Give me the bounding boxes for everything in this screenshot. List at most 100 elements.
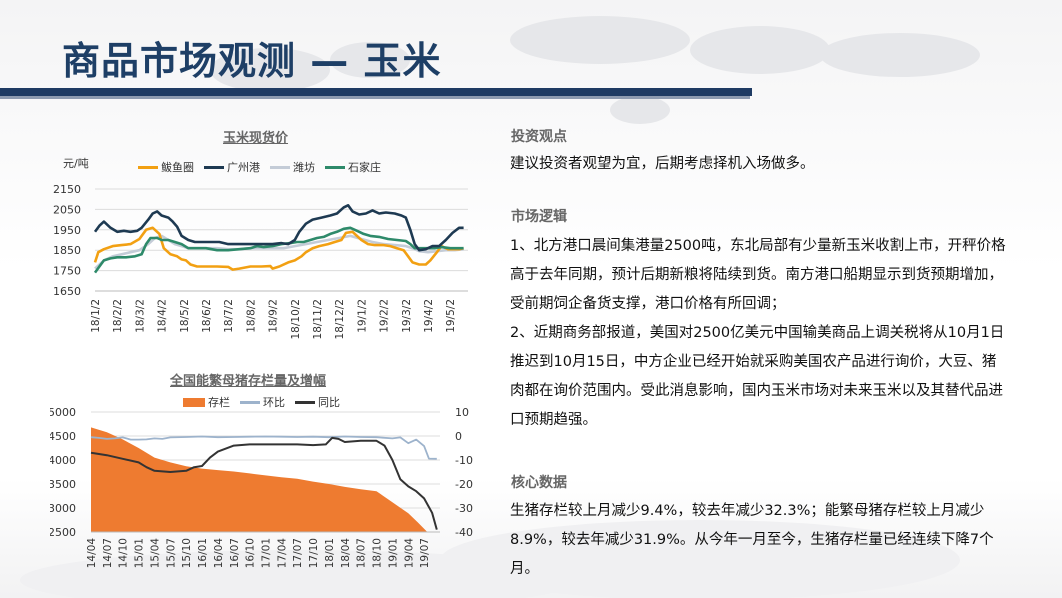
legend-swatch — [138, 165, 158, 169]
chart2-x-tick-label: 19/01 — [387, 538, 399, 568]
chart1-series-line-1 — [93, 226, 464, 271]
legend-label: 潍坊 — [293, 161, 315, 174]
legend-swatch — [325, 165, 345, 169]
chart1-x-tick-label: 18/7/2 — [223, 299, 235, 333]
legend-label: 鲅鱼圈 — [161, 161, 194, 174]
legend-item: 鲅鱼圈 — [138, 159, 194, 175]
legend-item: 石家庄 — [325, 159, 381, 175]
legend-swatch — [240, 400, 260, 404]
chart2-y-left-tick-label: 3000 — [50, 502, 76, 515]
chart2-x-tick-label: 17/01 — [261, 538, 273, 568]
core-data-text: 生猪存栏较上月减少9.4%，较去年减少32.3%；能繁母猪存栏较上月减少8.9%… — [510, 503, 994, 577]
chart1-x-tick-label: 18/3/2 — [134, 299, 146, 333]
chart2-x-tick-label: 16/10 — [245, 538, 257, 568]
chart1-y-tick-label: 2050 — [53, 203, 81, 216]
chart1-y-unit: 元/吨 — [63, 157, 89, 170]
chart1-x-tick-label: 18/5/2 — [179, 299, 191, 333]
chart2-y-left-tick-label: 4500 — [50, 430, 76, 443]
chart1-y-tick-label: 1950 — [53, 224, 81, 237]
logic-point-2: 2、近期商务部报道，美国对2500亿美元中国输美商品上调关税将从10月1日推迟到… — [510, 325, 1005, 428]
chart2-x-tick-label: 14/04 — [86, 538, 98, 569]
chart2-title: 全国能繁母猪存栏量及增幅 — [170, 374, 327, 389]
chart2-y-left-tick-label: 4000 — [50, 454, 76, 467]
legend-swatch — [270, 165, 290, 169]
chart1-x-tick-label: 18/4/2 — [157, 299, 169, 333]
chart1-x-tick-label: 18/8/2 — [245, 299, 257, 333]
title-underline-shadow — [0, 96, 750, 99]
chart2-x-tick-label: 15/10 — [181, 538, 193, 568]
chart2-x-tick-label: 19/07 — [419, 538, 431, 568]
chart1-x-tick-label: 18/2/2 — [112, 299, 124, 333]
legend-label: 石家庄 — [348, 161, 381, 174]
view-text: 建议投资者观望为宜，后期考虑择机入场做多。 — [510, 156, 815, 172]
core-data-heading: 核心数据 — [511, 475, 567, 491]
chart2-x-tick-label: 16/04 — [213, 538, 225, 569]
chart1-y-tick-label: 1750 — [53, 265, 81, 278]
chart1-y-tick-label: 1650 — [53, 285, 81, 298]
chart2-y-left-tick-label: 3500 — [50, 478, 76, 491]
chart2-x-tick-label: 15/01 — [134, 538, 146, 568]
legend-item: 存栏 — [183, 394, 230, 410]
chart2-x-tick-label: 18/04 — [340, 538, 352, 569]
chart2-x-tick-label: 17/10 — [308, 538, 320, 568]
chart2-x-tick-label: 18/07 — [356, 538, 368, 568]
legend-label: 环比 — [263, 396, 285, 409]
chart2-x-tick-label: 19/04 — [403, 538, 415, 569]
chart1-plot: 1650 1750 1850 1950 2050 2150 18/1/2 18/2/2 18/3… — [53, 183, 468, 339]
chart1-x-tick-label: 19/2/2 — [379, 299, 391, 333]
chart2-x-tick-label: 18/01 — [324, 538, 336, 568]
chart1-x-tick-label: 18/12/2 — [334, 299, 346, 339]
chart2-x-tick-label: 18/10 — [372, 538, 384, 568]
legend-swatch — [183, 397, 205, 407]
page-title: 商品市场观测 — 玉米 — [62, 39, 442, 83]
chart1-x-tick-label: 19/5/2 — [445, 299, 457, 333]
chart1-x-tick-label: 18/6/2 — [201, 299, 213, 333]
chart1-x-tick-label: 19/4/2 — [423, 299, 435, 333]
chart2-x-tick-label: 16/01 — [197, 538, 209, 568]
chart1-x-tick-label: 19/1/2 — [356, 299, 368, 333]
chart2-x-tick-label: 14/07 — [102, 538, 114, 568]
chart2-x-tick-label: 16/07 — [229, 538, 241, 568]
chart2-legend: 存栏 环比 同比 — [183, 394, 350, 410]
chart1-legend: 鲅鱼圈 广州港 潍坊 石家庄 — [138, 159, 391, 175]
chart2-x-tick-label: 14/10 — [118, 538, 130, 568]
legend-swatch — [204, 165, 224, 169]
chart1-x-tick-label: 19/3/2 — [401, 299, 413, 333]
logic-heading: 市场逻辑 — [511, 209, 567, 225]
chart1-y-tick-label: 1850 — [53, 244, 81, 257]
chart1-x-tick-label: 18/11/2 — [312, 299, 324, 339]
chart1-series-line-2 — [93, 204, 464, 252]
chart2-y-right-tick-label: 10 — [455, 406, 469, 419]
chart1-title: 玉米现货价 — [223, 131, 289, 146]
logic-point-1: 1、北方港口晨间集港量2500吨，东北局部有少量新玉米收割上市，开秤价格高于去年… — [510, 238, 1006, 312]
chart2-y-left-tick-label: 2500 — [50, 526, 76, 539]
chart1-series-line-3 — [94, 234, 464, 270]
chart1-x-tick-label: 18/9/2 — [268, 299, 280, 333]
title-underline — [0, 88, 752, 96]
chart2-x-tick-label: 15/07 — [165, 538, 177, 568]
legend-item: 环比 — [240, 394, 285, 410]
chart2-y-right-tick-label: -40 — [455, 526, 473, 539]
chart2-y-right-tick-label: 0 — [455, 430, 462, 443]
chart1-x-tick-label: 18/10/2 — [290, 299, 302, 339]
chart2-y-left-tick-label: 5000 — [50, 406, 76, 419]
chart2-y-right-tick-label: -30 — [455, 502, 473, 515]
chart2-y-right-tick-label: -10 — [455, 454, 473, 467]
chart2-series-line-2 — [90, 435, 437, 460]
legend-item: 同比 — [295, 394, 340, 410]
chart2-x-tick-label: 17/04 — [276, 538, 288, 569]
legend-swatch — [295, 400, 315, 404]
chart2-plot: 2500 3000 3500 4000 4500 5000 -40 -30 -20 -10 0 10 1… — [50, 406, 473, 569]
view-heading: 投资观点 — [511, 129, 567, 145]
chart2-area-inventory — [91, 427, 428, 532]
chart2-series-line-3 — [90, 436, 438, 530]
chart2-x-tick-label: 17/07 — [292, 538, 304, 568]
legend-label: 同比 — [318, 396, 340, 409]
legend-label: 存栏 — [208, 396, 230, 409]
chart2-x-tick-label: 15/04 — [149, 538, 161, 569]
chart1-y-tick-label: 2150 — [53, 183, 81, 196]
legend-item: 广州港 — [204, 159, 260, 175]
chart1-x-tick-label: 18/1/2 — [90, 299, 102, 333]
chart2-y-right-tick-label: -20 — [455, 478, 473, 491]
